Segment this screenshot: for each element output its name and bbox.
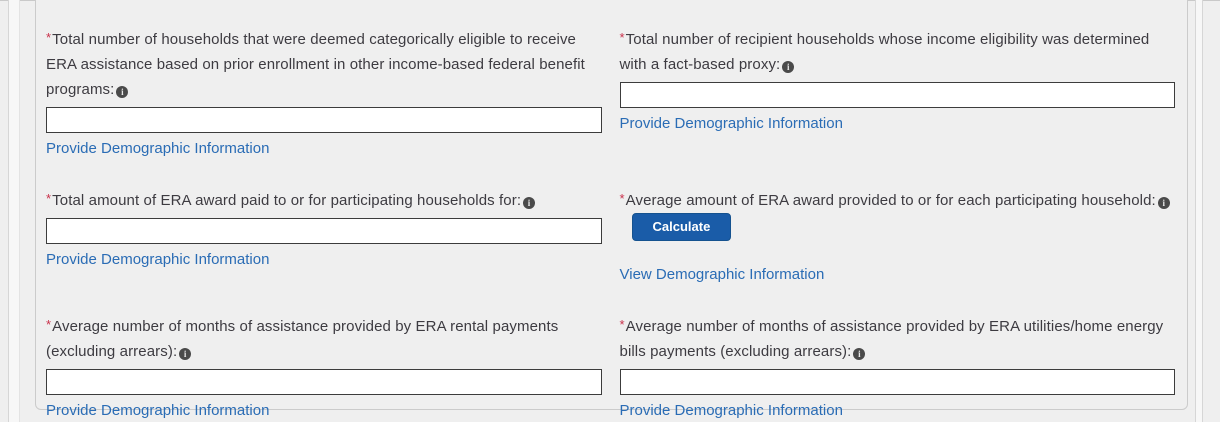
provide-demographic-link[interactable]: Provide Demographic Information [46, 140, 270, 157]
field-label: *Total number of households that were de… [46, 25, 602, 102]
label-text: Total amount of ERA award paid to or for… [52, 192, 522, 209]
era-form-panel: *Total number of households that were de… [35, 0, 1188, 419]
required-asterisk: * [619, 191, 625, 206]
field-label: *Total number of recipient households wh… [620, 25, 1176, 77]
info-icon[interactable]: i [1157, 197, 1170, 209]
calculate-button[interactable]: Calculate [631, 213, 732, 241]
field-categorically-eligible-households: *Total number of households that were de… [46, 25, 602, 158]
avg-months-rental-payments-input[interactable] [46, 369, 602, 395]
provide-demographic-link[interactable]: Provide Demographic Information [46, 402, 270, 419]
info-icon[interactable]: i [782, 61, 795, 73]
left-inner-border [19, 0, 20, 422]
required-asterisk: * [46, 191, 52, 206]
left-gutter [9, 0, 19, 422]
required-asterisk: * [619, 317, 625, 332]
field-average-era-award: *Average amount of ERA award provided to… [620, 186, 1176, 284]
info-icon[interactable]: i [853, 348, 866, 360]
field-label: *Total amount of ERA award paid to or fo… [46, 186, 602, 213]
label-text: Average number of months of assistance p… [46, 318, 559, 360]
field-fact-based-proxy-households: *Total number of recipient households wh… [619, 25, 1176, 158]
left-container-border [8, 0, 9, 422]
info-icon[interactable]: i [179, 348, 192, 360]
categorically-eligible-households-input[interactable] [46, 107, 602, 133]
field-label: *Average amount of ERA award provided to… [620, 186, 1176, 241]
required-asterisk: * [46, 317, 52, 332]
right-inner-border [1195, 0, 1196, 422]
label-text: Total number of recipient households who… [619, 31, 1150, 73]
field-total-era-award-paid: *Total amount of ERA award paid to or fo… [46, 186, 602, 284]
provide-demographic-link[interactable]: Provide Demographic Information [619, 115, 843, 132]
label-text: Average number of months of assistance p… [619, 318, 1164, 360]
fact-based-proxy-households-input[interactable] [619, 82, 1175, 108]
right-gutter [1196, 0, 1202, 422]
field-avg-months-rental-payments: *Average number of months of assistance … [46, 312, 602, 420]
field-label: *Average number of months of assistance … [46, 312, 602, 364]
field-avg-months-utilities-payments: *Average number of months of assistance … [619, 312, 1176, 420]
avg-months-utilities-payments-input[interactable] [619, 369, 1175, 395]
label-text: Total number of households that were dee… [46, 31, 585, 98]
info-icon[interactable]: i [116, 86, 129, 98]
field-label: *Average number of months of assistance … [620, 312, 1176, 364]
label-text: Average amount of ERA award provided to … [625, 192, 1156, 209]
view-demographic-link[interactable]: View Demographic Information [619, 266, 825, 283]
info-icon[interactable]: i [523, 197, 536, 209]
provide-demographic-link[interactable]: Provide Demographic Information [46, 251, 270, 268]
right-container-border [1202, 0, 1203, 422]
required-asterisk: * [46, 30, 52, 45]
provide-demographic-link[interactable]: Provide Demographic Information [619, 402, 843, 419]
total-era-award-paid-input[interactable] [46, 218, 602, 244]
form-grid: *Total number of households that were de… [36, 0, 1187, 422]
required-asterisk: * [619, 30, 625, 45]
